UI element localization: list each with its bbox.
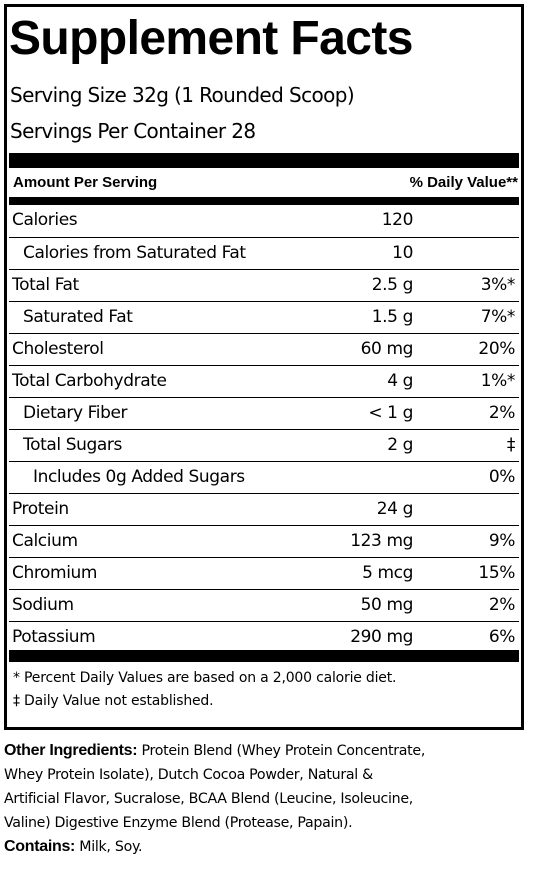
nutrient-name: Calories: [12, 210, 78, 230]
nutrient-name: Saturated Fat: [23, 307, 133, 327]
nutrient-daily-value: 15%: [478, 563, 515, 583]
nutrient-name: Chromium: [12, 563, 98, 583]
other-ingredients-line-1: Other Ingredients: Protein Blend (Whey P…: [4, 739, 530, 763]
nutrient-amount: 2.5 g: [371, 275, 414, 295]
other-ingredients-label: Other Ingredients:: [4, 742, 138, 759]
other-ingredients-line-3: Artificial Flavor, Sucralose, BCAA Blend…: [4, 791, 413, 807]
nutrient-row: Total Sugars 2 g ‡: [9, 429, 519, 461]
medium-divider: [9, 197, 519, 205]
nutrient-name: Total Sugars: [23, 435, 122, 455]
nutrient-amount: 2 g: [387, 435, 413, 455]
nutrient-amount: 24 g: [376, 499, 414, 519]
nutrient-daily-value: 2%: [488, 595, 516, 615]
nutrient-amount: 1.5 g: [371, 307, 414, 327]
other-ingredients-text: Protein Blend (Whey Protein Concentrate,: [141, 743, 426, 759]
nutrient-row: Protein 24 g: [9, 493, 519, 525]
nutrient-row: Saturated Fat 1.5 g 7%*: [9, 301, 519, 333]
nutrient-name: Calcium: [12, 531, 78, 551]
nutrient-daily-value: 0%: [488, 467, 516, 487]
nutrient-amount: 50 mg: [360, 595, 414, 615]
nutrient-amount: 5 mcg: [362, 563, 413, 583]
serving-size: Serving Size 32g (1 Rounded Scoop): [10, 83, 355, 107]
nutrient-amount: 290 mg: [350, 627, 413, 647]
other-ingredients-section: Other Ingredients: Protein Blend (Whey P…: [4, 739, 530, 859]
nutrient-row: Total Fat 2.5 g 3%*: [9, 269, 519, 301]
nutrient-name: Potassium: [12, 627, 96, 647]
other-ingredients-line-2: Whey Protein Isolate), Dutch Cocoa Powde…: [4, 767, 373, 783]
nutrient-name: Total Fat: [12, 275, 79, 295]
nutrient-amount: 10: [392, 243, 413, 263]
nutrient-name: Includes 0g Added Sugars: [33, 467, 245, 487]
nutrient-name: Cholesterol: [12, 339, 104, 359]
nutrient-daily-value: 9%: [488, 531, 516, 551]
other-ingredients-line-4: Valine) Digestive Enzyme Blend (Protease…: [4, 815, 353, 831]
nutrient-name: Total Carbohydrate: [12, 371, 167, 391]
nutrient-row: Total Carbohydrate 4 g 1%*: [9, 365, 519, 397]
daily-value-heading: % Daily Value**: [409, 174, 518, 191]
nutrient-row: Potassium 290 mg 6%: [9, 621, 519, 653]
nutrient-row: Calcium 123 mg 9%: [9, 525, 519, 557]
nutrient-amount: 60 mg: [360, 339, 414, 359]
contains-line: Contains: Milk, Soy.: [4, 835, 530, 859]
nutrient-daily-value: 20%: [478, 339, 515, 359]
nutrient-row: Chromium 5 mcg 15%: [9, 557, 519, 589]
nutrient-row: Sodium 50 mg 2%: [9, 589, 519, 621]
nutrient-amount: < 1 g: [368, 403, 413, 423]
supplement-facts-panel: [4, 4, 524, 730]
nutrient-name: Dietary Fiber: [23, 403, 128, 423]
footnote-not-established: ‡ Daily Value not established.: [13, 693, 214, 709]
nutrient-daily-value: ‡: [506, 435, 516, 455]
nutrient-daily-value: 3%*: [480, 275, 516, 295]
nutrient-amount: 120: [381, 210, 414, 230]
nutrient-row: Cholesterol 60 mg 20%: [9, 333, 519, 365]
panel-title: Supplement Facts: [9, 12, 413, 65]
nutrient-name: Protein: [12, 499, 69, 519]
nutrient-amount: 4 g: [387, 371, 413, 391]
nutrient-daily-value: 6%: [488, 627, 516, 647]
nutrient-row: Dietary Fiber < 1 g 2%: [9, 397, 519, 429]
amount-per-serving-heading: Amount Per Serving: [13, 174, 158, 191]
nutrient-amount: 123 mg: [350, 531, 413, 551]
contains-text: Milk, Soy.: [79, 839, 143, 855]
nutrient-name: Sodium: [12, 595, 74, 615]
thick-divider-top: [9, 153, 519, 168]
nutrient-name: Calories from Saturated Fat: [23, 243, 246, 263]
contains-label: Contains:: [4, 838, 76, 855]
thick-divider-bottom: [9, 650, 519, 662]
servings-per-container: Servings Per Container 28: [10, 119, 256, 143]
nutrient-row: Calories from Saturated Fat 10: [9, 237, 519, 269]
nutrient-row: Calories 120: [9, 205, 519, 237]
nutrient-daily-value: 2%: [488, 403, 516, 423]
nutrient-daily-value: 1%*: [480, 371, 516, 391]
nutrient-row: Includes 0g Added Sugars 0%: [9, 461, 519, 493]
nutrient-daily-value: 7%*: [480, 307, 516, 327]
footnote-daily-values: * Percent Daily Values are based on a 2,…: [13, 670, 397, 686]
